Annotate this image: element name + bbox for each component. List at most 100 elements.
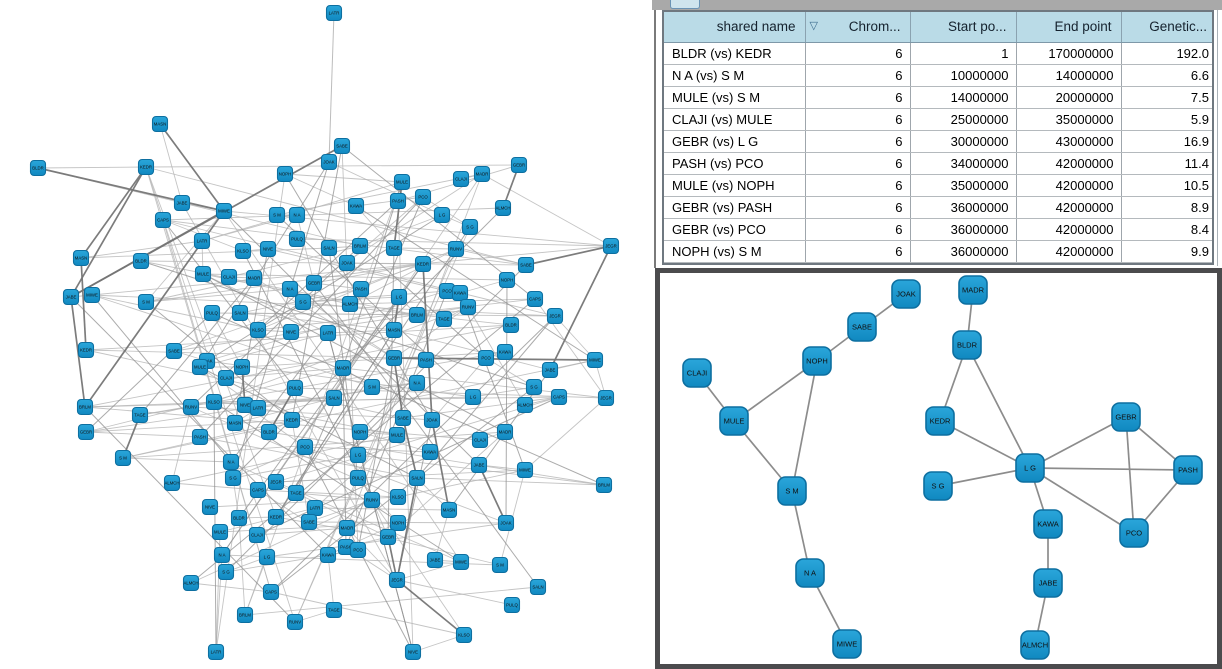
- graph-node[interactable]: [923, 471, 953, 501]
- table-row[interactable]: GEBR (vs) PASH 6 36000000 42000000 8.9: [664, 196, 1212, 219]
- graph-node[interactable]: [203, 304, 221, 322]
- graph-node[interactable]: [286, 613, 304, 631]
- graph-node[interactable]: [832, 629, 862, 659]
- graph-node[interactable]: [1119, 518, 1149, 548]
- graph-node[interactable]: [891, 279, 921, 309]
- graph-node[interactable]: [389, 514, 407, 532]
- graph-node[interactable]: [213, 546, 231, 564]
- graph-edge[interactable]: [1029, 467, 1135, 534]
- table-cell[interactable]: 192.0: [1121, 42, 1212, 65]
- graph-node[interactable]: [305, 274, 323, 292]
- table-cell[interactable]: 35000000: [910, 174, 1017, 197]
- graph-node[interactable]: [408, 469, 426, 487]
- graph-node[interactable]: [477, 349, 495, 367]
- graph-node[interactable]: [325, 389, 343, 407]
- table-row[interactable]: MULE (vs) NOPH 6 35000000 42000000 10.5: [664, 174, 1212, 197]
- graph-node[interactable]: [249, 481, 267, 499]
- graph-node[interactable]: [388, 426, 406, 444]
- table-cell[interactable]: CLAJI (vs) MULE: [664, 108, 806, 131]
- graph-node[interactable]: [217, 369, 235, 387]
- graph-node[interactable]: [173, 194, 191, 212]
- table-cell[interactable]: 34000000: [910, 152, 1017, 175]
- graph-node[interactable]: [952, 330, 982, 360]
- graph-node[interactable]: [182, 398, 200, 416]
- graph-node[interactable]: [286, 379, 304, 397]
- graph-node[interactable]: [417, 351, 435, 369]
- table-row[interactable]: GEBR (vs) PCO 6 36000000 42000000 8.4: [664, 218, 1212, 241]
- graph-node[interactable]: [414, 188, 432, 206]
- graph-node[interactable]: [597, 389, 615, 407]
- graph-node[interactable]: [268, 206, 286, 224]
- table-row[interactable]: MULE (vs) S M 6 14000000 20000000 7.5: [664, 86, 1212, 109]
- graph-node[interactable]: [306, 499, 324, 517]
- table-cell[interactable]: 35000000: [1016, 108, 1122, 131]
- table-cell[interactable]: 6: [805, 174, 911, 197]
- graph-node[interactable]: [296, 438, 314, 456]
- graph-node[interactable]: [351, 237, 369, 255]
- graph-node[interactable]: [233, 358, 251, 376]
- graph-node[interactable]: [464, 388, 482, 406]
- graph-node[interactable]: [408, 374, 426, 392]
- graph-node[interactable]: [338, 254, 356, 272]
- table-row[interactable]: PASH (vs) PCO 6 34000000 42000000 11.4: [664, 152, 1212, 175]
- table-cell[interactable]: 42000000: [1016, 218, 1122, 241]
- graph-node[interactable]: [451, 284, 469, 302]
- graph-node[interactable]: [231, 304, 249, 322]
- graph-node[interactable]: [325, 601, 343, 619]
- table-cell[interactable]: 20000000: [1016, 86, 1122, 109]
- graph-node[interactable]: [211, 523, 229, 541]
- graph-node[interactable]: [262, 583, 280, 601]
- graph-node[interactable]: [389, 192, 407, 210]
- graph-node[interactable]: [234, 242, 252, 260]
- graph-node[interactable]: [1015, 453, 1045, 483]
- graph-node[interactable]: [452, 170, 470, 188]
- graph-node[interactable]: [349, 469, 367, 487]
- graph-node[interactable]: [1033, 568, 1063, 598]
- table-cell[interactable]: GEBR (vs) PCO: [664, 218, 806, 241]
- graph-node[interactable]: [498, 271, 516, 289]
- graph-node[interactable]: [423, 411, 441, 429]
- graph-node[interactable]: [433, 206, 451, 224]
- column-header-start-position[interactable]: Start po...: [910, 12, 1017, 43]
- table-scroll-track[interactable]: [1217, 10, 1218, 266]
- graph-node[interactable]: [349, 446, 367, 464]
- graph-node[interactable]: [390, 288, 408, 306]
- table-cell[interactable]: MULE (vs) NOPH: [664, 174, 806, 197]
- table-cell[interactable]: 6: [805, 152, 911, 175]
- graph-node[interactable]: [154, 211, 172, 229]
- table-cell[interactable]: 6.6: [1121, 64, 1212, 87]
- graph-node[interactable]: [325, 4, 343, 22]
- table-cell[interactable]: 42000000: [1016, 196, 1122, 219]
- graph-node[interactable]: [151, 115, 169, 133]
- table-cell[interactable]: 6: [805, 108, 911, 131]
- graph-node[interactable]: [62, 288, 80, 306]
- graph-node[interactable]: [230, 509, 248, 527]
- graph-node[interactable]: [137, 293, 155, 311]
- graph-node[interactable]: [541, 361, 559, 379]
- graph-node[interactable]: [440, 501, 458, 519]
- graph-node[interactable]: [281, 280, 299, 298]
- graph-node[interactable]: [276, 165, 294, 183]
- graph-node[interactable]: [300, 513, 318, 531]
- table-cell[interactable]: MULE (vs) S M: [664, 86, 806, 109]
- graph-node[interactable]: [283, 411, 301, 429]
- graph-node[interactable]: [473, 165, 491, 183]
- table-cell[interactable]: 14000000: [1016, 64, 1122, 87]
- graph-node[interactable]: [201, 498, 219, 516]
- table-cell[interactable]: 36000000: [910, 218, 1017, 241]
- graph-node[interactable]: [76, 398, 94, 416]
- graph-node[interactable]: [320, 239, 338, 257]
- graph-node[interactable]: [516, 396, 534, 414]
- graph-node[interactable]: [288, 230, 306, 248]
- graph-node[interactable]: [132, 252, 150, 270]
- graph-node[interactable]: [408, 306, 426, 324]
- table-row[interactable]: GEBR (vs) L G 6 30000000 43000000 16.9: [664, 130, 1212, 153]
- graph-node[interactable]: [114, 449, 132, 467]
- graph-node[interactable]: [267, 508, 285, 526]
- graph-node[interactable]: [546, 307, 564, 325]
- graph-node[interactable]: [1111, 402, 1141, 432]
- table-cell[interactable]: 7.5: [1121, 86, 1212, 109]
- table-row[interactable]: CLAJI (vs) MULE 6 25000000 35000000 5.9: [664, 108, 1212, 131]
- graph-node[interactable]: [267, 473, 285, 491]
- graph-node[interactable]: [404, 643, 422, 661]
